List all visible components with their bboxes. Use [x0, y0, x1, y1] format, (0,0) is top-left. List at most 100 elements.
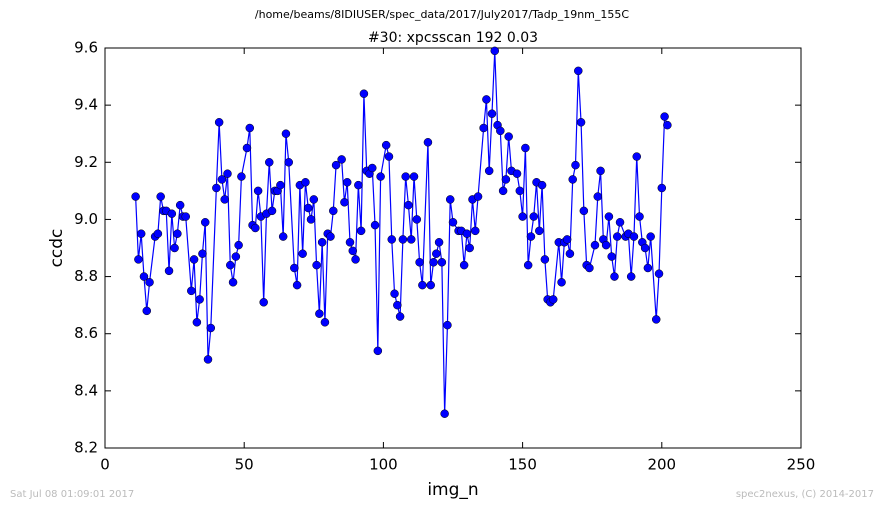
- data-point: [312, 260, 321, 270]
- data-point: [317, 238, 327, 247]
- data-point: [409, 172, 419, 181]
- data-point: [195, 295, 204, 304]
- data-point: [284, 158, 293, 167]
- data-point: [203, 355, 213, 364]
- data-point: [629, 232, 639, 241]
- data-point: [535, 226, 544, 236]
- data-point: [265, 158, 274, 167]
- data-point: [565, 249, 575, 258]
- data-point: [145, 278, 154, 287]
- data-point: [370, 220, 380, 230]
- data-point: [515, 186, 525, 196]
- data-point: [434, 238, 444, 247]
- chart-title: #30: xpcsscan 192 0.03: [368, 30, 538, 46]
- data-point: [393, 300, 402, 310]
- x-axis-label: img_n: [427, 480, 478, 500]
- data-point: [220, 195, 229, 204]
- data-point: [423, 138, 433, 147]
- data-point: [131, 192, 140, 201]
- data-point: [237, 172, 246, 181]
- data-point: [298, 249, 307, 258]
- x-tick-label: 0: [100, 456, 110, 474]
- data-point: [660, 112, 669, 121]
- data-point: [568, 175, 577, 184]
- data-point: [198, 249, 207, 258]
- data-point: [518, 212, 527, 221]
- y-tick-label: 9.4: [74, 96, 98, 114]
- data-point: [462, 229, 472, 238]
- data-point: [326, 232, 335, 241]
- data-point: [490, 46, 500, 56]
- data-point: [415, 258, 424, 267]
- data-point: [643, 263, 653, 273]
- data-point: [610, 272, 619, 281]
- data-point: [187, 286, 196, 296]
- x-tick-label: 100: [369, 456, 398, 474]
- data-point: [331, 160, 341, 170]
- data-point: [418, 280, 427, 290]
- data-point: [576, 118, 586, 127]
- data-point: [134, 255, 143, 264]
- data-point: [356, 226, 366, 236]
- data-point: [292, 280, 302, 290]
- footer-credit: spec2nexus, (C) 2014-2017: [736, 489, 874, 500]
- data-point: [212, 183, 221, 193]
- data-point: [448, 218, 458, 227]
- data-point: [574, 66, 583, 76]
- data-point: [557, 278, 566, 287]
- data-point: [281, 129, 291, 138]
- data-point: [276, 180, 285, 190]
- data-point: [315, 309, 324, 318]
- data-point: [226, 260, 235, 270]
- data-point: [504, 132, 513, 141]
- data-point: [259, 298, 268, 307]
- data-point: [170, 243, 179, 253]
- data-point: [479, 123, 488, 133]
- data-point: [228, 278, 238, 287]
- data-point: [615, 218, 625, 227]
- data-point: [404, 200, 413, 210]
- data-point: [290, 263, 299, 273]
- data-point: [278, 232, 288, 241]
- data-point: [540, 255, 550, 264]
- data-point: [354, 180, 363, 190]
- data-point: [142, 306, 152, 316]
- y-tick-label: 8.8: [74, 267, 98, 285]
- data-point: [482, 95, 491, 104]
- data-point: [512, 169, 522, 178]
- data-point: [654, 269, 664, 278]
- data-point: [498, 186, 508, 196]
- data-point: [640, 243, 650, 253]
- data-point: [303, 203, 313, 213]
- data-point: [445, 195, 455, 204]
- x-tick-label: 50: [235, 456, 254, 474]
- data-point: [562, 235, 572, 244]
- data-point: [440, 409, 449, 418]
- data-point: [459, 260, 469, 270]
- data-point: [301, 178, 310, 187]
- data-point: [234, 240, 243, 250]
- data-point: [206, 323, 216, 333]
- data-point: [175, 200, 185, 210]
- data-point: [173, 229, 182, 238]
- data-point: [376, 172, 385, 181]
- y-tick-label: 9.0: [74, 210, 98, 228]
- data-point: [242, 143, 252, 153]
- data-point: [267, 206, 277, 216]
- y-tick-label: 9.6: [74, 39, 98, 57]
- data-point: [320, 318, 330, 327]
- data-point: [136, 229, 146, 238]
- data-point: [340, 198, 349, 207]
- data-point: [181, 212, 190, 221]
- data-point: [585, 263, 594, 273]
- y-tick-label: 8.6: [74, 324, 98, 342]
- data-point: [245, 123, 255, 133]
- plot-frame: [104, 47, 802, 449]
- data-point: [526, 232, 536, 241]
- y-axis-label: ccdc: [47, 229, 67, 268]
- data-point: [167, 209, 177, 218]
- data-point: [523, 260, 533, 270]
- data-point: [432, 249, 441, 258]
- data-point: [342, 178, 352, 187]
